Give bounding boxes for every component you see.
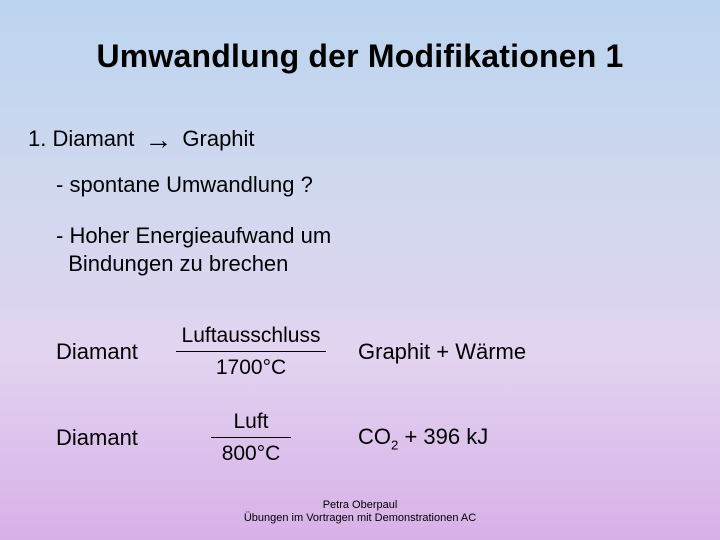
reaction-2-reactant: Diamant (56, 425, 166, 451)
reaction-2-conditions: Luft 800°C (166, 408, 336, 468)
bullet-energy: - Hoher Energieaufwand um Bindungen zu b… (56, 222, 331, 277)
footer-course: Übungen im Vortragen mit Demonstrationen… (0, 512, 720, 526)
footer-author: Petra Oberpaul (0, 499, 720, 513)
reaction-1-conditions: Luftausschluss 1700°C (166, 322, 336, 382)
reaction-2-product-pre: CO (358, 424, 391, 449)
reaction-1-product: Graphit + Wärme (358, 339, 526, 365)
heading-line: 1. Diamant → Graphit (28, 126, 255, 152)
bullet-energy-line1: - Hoher Energieaufwand um (56, 223, 331, 248)
footer: Petra Oberpaul Übungen im Vortragen mit … (0, 499, 720, 527)
reaction-1: Diamant Luftausschluss 1700°C Graphit + … (56, 322, 526, 382)
reaction-1-reactant: Diamant (56, 339, 166, 365)
bullet-energy-line2: Bindungen zu brechen (68, 251, 288, 276)
reaction-2-product: CO2 + 396 kJ (358, 424, 488, 452)
heading-right: Graphit (182, 126, 254, 152)
reaction-1-condition-top: Luftausschluss (176, 322, 327, 352)
reaction-2-condition-bottom: 800°C (166, 438, 336, 467)
slide-title: Umwandlung der Modifikationen 1 (0, 0, 720, 75)
reaction-2: Diamant Luft 800°C CO2 + 396 kJ (56, 408, 488, 468)
reaction-2-condition-top: Luft (211, 408, 291, 438)
reaction-1-condition-bottom: 1700°C (166, 352, 336, 381)
bullet-spontaneous: - spontane Umwandlung ? (56, 172, 313, 198)
heading-left: 1. Diamant (28, 126, 134, 152)
reaction-2-product-post: + 396 kJ (398, 424, 488, 449)
